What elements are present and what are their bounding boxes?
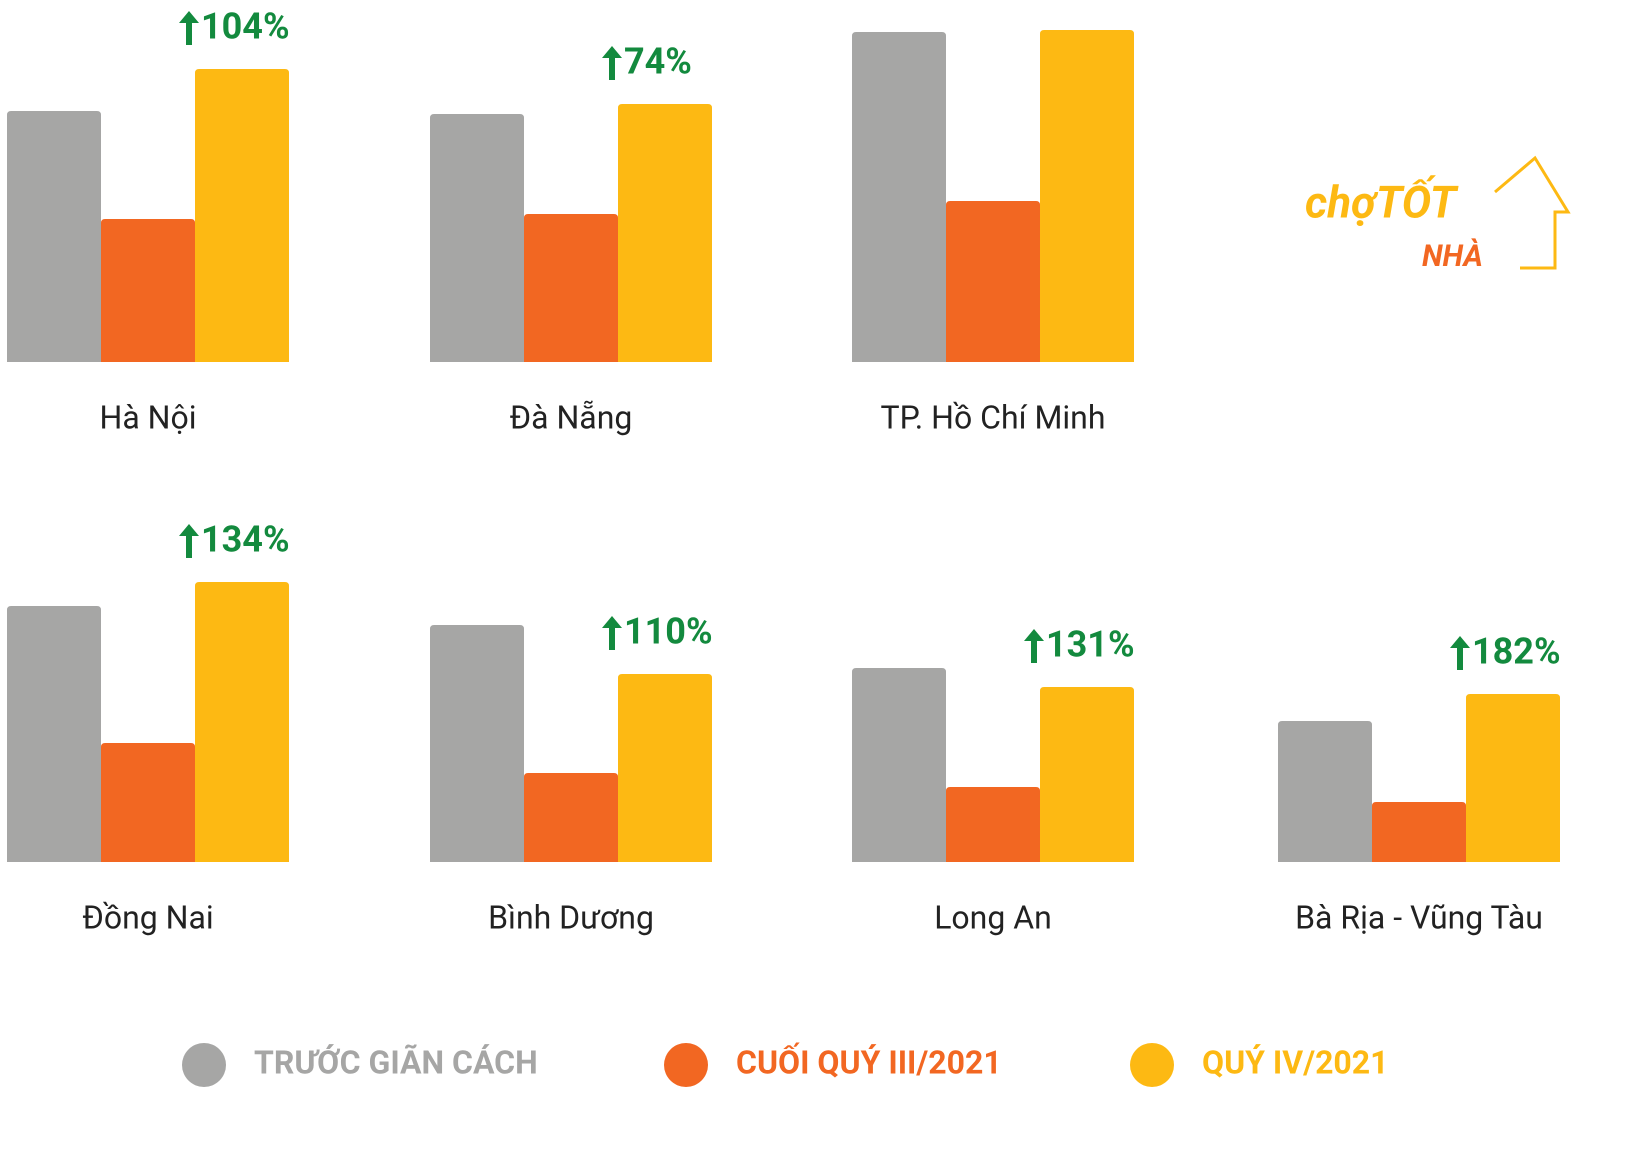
category-label: Đà Nẵng — [510, 398, 633, 436]
bar — [195, 69, 289, 362]
legend-label: QUÝ IV/2021 — [1202, 1043, 1389, 1081]
growth-label: 134% — [201, 519, 290, 561]
category-label: Đồng Nai — [82, 898, 213, 936]
category-label: Bình Dương — [488, 898, 654, 936]
growth-label: 131% — [1046, 624, 1135, 666]
growth-label: 182% — [1472, 631, 1561, 673]
growth-arrow — [1024, 629, 1044, 663]
growth-arrow — [602, 616, 622, 650]
bar — [618, 104, 712, 362]
category-label: Bà Rịa - Vũng Tàu — [1295, 898, 1543, 936]
bar — [852, 668, 946, 862]
bar — [430, 114, 524, 362]
legend-label: TRƯỚC GIÃN CÁCH — [254, 1043, 538, 1081]
growth-arrow — [179, 11, 199, 45]
growth-label: 110% — [624, 611, 713, 653]
bar — [618, 674, 712, 862]
growth-label: 104% — [201, 6, 290, 48]
bar — [1372, 802, 1466, 862]
bar — [852, 32, 946, 362]
logo-sub: NHÀ — [1422, 239, 1483, 274]
category-label: Hà Nội — [99, 398, 196, 436]
bar — [1278, 721, 1372, 862]
logo-house — [1494, 155, 1571, 270]
bar — [1466, 694, 1560, 862]
bar — [524, 773, 618, 862]
bar — [524, 214, 618, 362]
legend-marker — [664, 1043, 708, 1087]
growth-label: 74% — [624, 41, 692, 83]
legend-marker — [1130, 1043, 1174, 1087]
growth-arrow — [179, 524, 199, 558]
bar — [7, 111, 101, 362]
growth-arrow — [602, 46, 622, 80]
growth-arrow — [1450, 636, 1470, 670]
legend-label: CUỐI QUÝ III/2021 — [736, 1042, 1002, 1081]
category-label: TP. Hồ Chí Minh — [881, 398, 1106, 436]
logo-brand: chợTỐT — [1305, 175, 1459, 229]
bar — [1040, 30, 1134, 362]
bar — [195, 582, 289, 862]
bar — [946, 787, 1040, 862]
bar — [101, 219, 195, 362]
legend-marker — [182, 1043, 226, 1087]
bar — [946, 201, 1040, 362]
bar — [7, 606, 101, 862]
bar — [1040, 687, 1134, 862]
logo: chợTỐT NHÀ — [1305, 155, 1571, 274]
category-label: Long An — [934, 898, 1052, 936]
bar — [430, 625, 524, 862]
bar — [101, 743, 195, 862]
